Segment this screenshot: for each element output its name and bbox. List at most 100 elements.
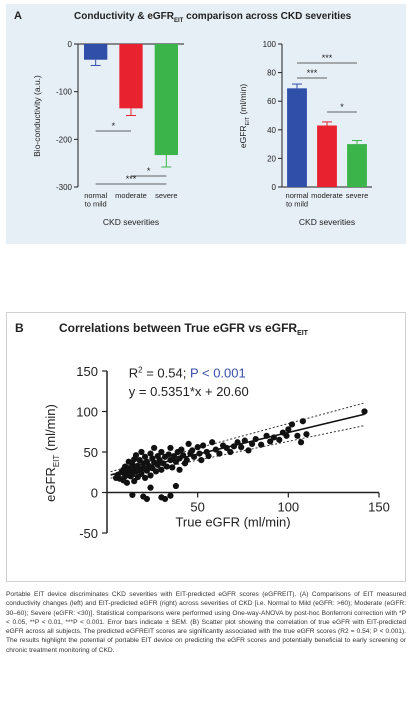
data-point — [234, 439, 241, 446]
y-tick-label: 60 — [267, 97, 276, 106]
data-point — [297, 439, 305, 446]
data-point — [138, 448, 145, 456]
data-point — [196, 450, 203, 457]
data-point — [361, 408, 368, 415]
category-label: moderate — [115, 191, 147, 200]
category-label: normal — [84, 191, 107, 200]
data-point — [200, 442, 207, 449]
data-point — [183, 457, 190, 464]
data-point — [158, 448, 165, 456]
bar-1 — [317, 125, 337, 187]
data-point — [167, 457, 174, 464]
panel-b-title: Correlations between True eGFR vs eGFREI… — [59, 321, 309, 337]
data-point — [227, 448, 234, 456]
data-point — [267, 438, 274, 445]
data-point — [270, 434, 277, 441]
data-point — [185, 440, 192, 447]
data-point — [216, 450, 223, 457]
x-tick-label: 100 — [277, 500, 299, 515]
x-tick-label: 150 — [368, 500, 390, 515]
bar-2 — [347, 144, 367, 187]
panel-b: B Correlations between True eGFR vs eGFR… — [6, 312, 406, 582]
data-point — [147, 450, 154, 457]
panel-a: A Conductivity & eGFREIT comparison acro… — [6, 4, 406, 244]
correlation-scatter-plot: 150 100 50 0 -50 50 100 150 True eGFR (ml/min) eG… — [43, 364, 390, 541]
data-point — [258, 441, 265, 448]
data-point — [180, 452, 187, 459]
data-point — [241, 437, 248, 444]
panel-b-letter: B — [15, 321, 24, 335]
bar-1 — [119, 44, 143, 109]
data-point — [147, 472, 154, 479]
data-point — [167, 492, 174, 499]
data-point — [245, 447, 252, 454]
data-point — [131, 478, 138, 485]
data-point — [147, 484, 154, 491]
data-point — [129, 491, 136, 499]
data-point — [190, 453, 198, 460]
data-point — [167, 444, 174, 452]
data-point — [141, 453, 149, 460]
data-point — [230, 443, 238, 450]
y-tick-label: 0 — [68, 40, 73, 49]
data-point — [209, 439, 216, 446]
data-point — [198, 457, 205, 464]
data-point — [123, 479, 131, 486]
data-point — [299, 418, 306, 425]
y-tick-label: 50 — [84, 445, 98, 460]
sig-moderate-severe-label: * — [340, 102, 344, 112]
y-tick-label: -100 — [56, 88, 73, 97]
data-point — [170, 452, 178, 460]
data-point — [276, 436, 283, 443]
sig-moderate-severe-label: * — [147, 166, 151, 176]
y-tick-label: 0 — [272, 183, 277, 192]
figure-caption: Portable EIT device discriminates CKD se… — [6, 591, 406, 654]
sig-normal-severe-label: *** — [322, 53, 333, 63]
regression-equation: y = 0.5351*x + 20.60 — [129, 384, 249, 399]
y-tick-label: 80 — [267, 69, 276, 78]
data-point — [288, 421, 296, 428]
panel-b-chart: B Correlations between True eGFR vs eGFR… — [15, 321, 390, 541]
y-axis-label: eGFREIT (ml/min) — [43, 404, 61, 502]
data-point — [294, 432, 301, 439]
y-tick-label: -200 — [56, 135, 73, 144]
data-point — [138, 470, 145, 477]
panel-a-charts: A Conductivity & eGFREIT comparison acro… — [14, 10, 372, 227]
data-point — [248, 440, 256, 447]
data-point — [285, 426, 292, 433]
data-point — [238, 444, 245, 451]
data-point — [143, 467, 150, 474]
data-point — [212, 446, 219, 453]
sig-normal-moderate-label: * — [112, 121, 116, 131]
category-label: to mild — [85, 200, 107, 209]
x-axis-label: CKD severities — [299, 217, 355, 227]
data-point — [205, 452, 212, 460]
category-label: to mild — [286, 200, 308, 209]
data-point — [161, 495, 169, 503]
data-point — [158, 466, 165, 473]
data-point — [172, 482, 180, 490]
bar-0 — [287, 88, 307, 187]
x-tick-label: 50 — [190, 500, 204, 515]
y-tick-label: 100 — [76, 405, 98, 420]
y-tick-label: 100 — [263, 40, 277, 49]
category-label: severe — [155, 191, 178, 200]
bar-0 — [84, 44, 108, 60]
data-point — [252, 435, 259, 443]
data-point — [165, 451, 172, 458]
bar-2 — [154, 44, 178, 156]
category-label: moderate — [311, 191, 343, 200]
x-axis-label: True eGFR (ml/min) — [175, 515, 290, 530]
sig-normal-moderate-label: *** — [307, 68, 318, 78]
data-point — [303, 431, 310, 438]
data-point — [151, 444, 158, 452]
data-point — [163, 463, 170, 470]
y-axis-label: Bio-conductivity (a.u.) — [32, 75, 42, 157]
category-label: normal — [286, 191, 309, 200]
data-point — [154, 461, 161, 469]
y-tick-label: 20 — [267, 154, 276, 163]
data-point — [169, 464, 176, 471]
data-point — [176, 466, 183, 473]
